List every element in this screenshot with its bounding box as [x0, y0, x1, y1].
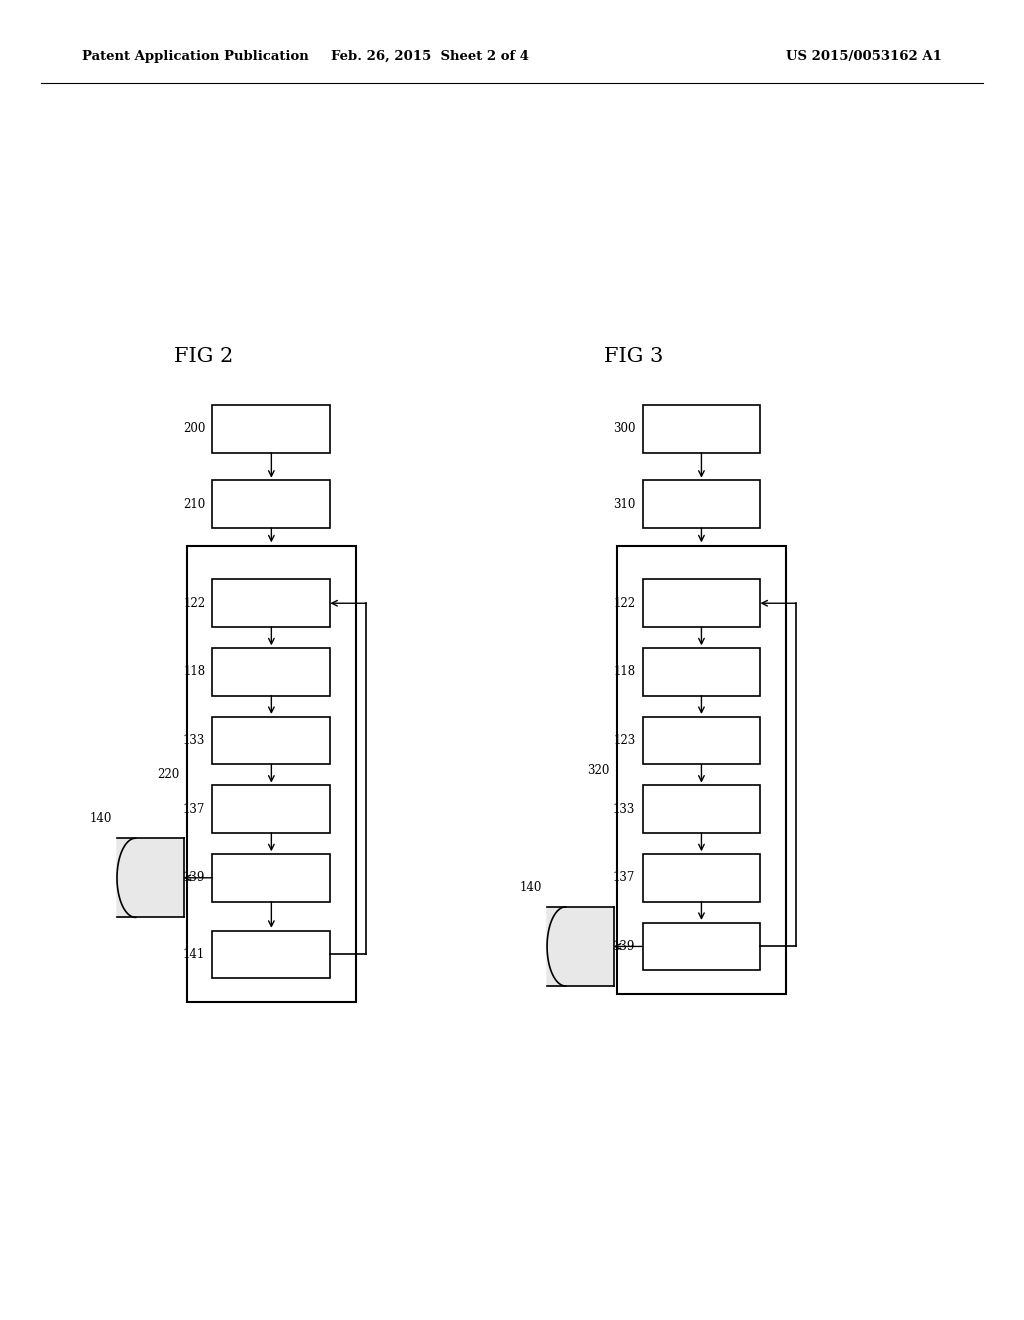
Text: 133: 133 — [613, 803, 635, 816]
Text: Patent Application Publication: Patent Application Publication — [82, 50, 308, 63]
Polygon shape — [117, 838, 135, 917]
Text: 118: 118 — [613, 665, 635, 678]
Text: FIG 3: FIG 3 — [604, 347, 664, 366]
Bar — [643, 579, 760, 627]
Bar — [643, 854, 760, 902]
Bar — [117, 838, 183, 917]
Polygon shape — [547, 907, 565, 986]
Bar — [213, 579, 330, 627]
Text: 122: 122 — [183, 597, 205, 610]
Bar — [643, 923, 760, 970]
Text: 122: 122 — [613, 597, 635, 610]
Text: 300: 300 — [613, 422, 635, 436]
Bar — [643, 717, 760, 764]
Bar — [213, 931, 330, 978]
Text: 118: 118 — [183, 665, 205, 678]
Bar — [187, 546, 356, 1002]
Bar — [643, 480, 760, 528]
Text: 140: 140 — [89, 812, 112, 825]
Bar — [213, 405, 330, 453]
Bar — [213, 717, 330, 764]
Text: 310: 310 — [613, 498, 635, 511]
Text: FIG 2: FIG 2 — [174, 347, 233, 366]
Text: 139: 139 — [613, 940, 635, 953]
Text: 133: 133 — [183, 734, 205, 747]
Bar — [643, 785, 760, 833]
Text: Feb. 26, 2015  Sheet 2 of 4: Feb. 26, 2015 Sheet 2 of 4 — [331, 50, 529, 63]
Text: US 2015/0053162 A1: US 2015/0053162 A1 — [786, 50, 942, 63]
Bar — [643, 405, 760, 453]
Text: 210: 210 — [183, 498, 205, 511]
Text: 320: 320 — [588, 764, 610, 776]
Text: 200: 200 — [183, 422, 205, 436]
Bar — [547, 907, 613, 986]
Text: 140: 140 — [519, 880, 542, 894]
Bar — [643, 648, 760, 696]
Text: 141: 141 — [183, 948, 205, 961]
Text: 220: 220 — [158, 768, 180, 780]
Bar — [616, 546, 786, 994]
Text: 123: 123 — [613, 734, 635, 747]
Text: 137: 137 — [183, 803, 205, 816]
Bar — [213, 854, 330, 902]
Bar — [213, 648, 330, 696]
Bar — [213, 785, 330, 833]
Text: 137: 137 — [613, 871, 635, 884]
Bar — [213, 480, 330, 528]
Text: 139: 139 — [183, 871, 205, 884]
